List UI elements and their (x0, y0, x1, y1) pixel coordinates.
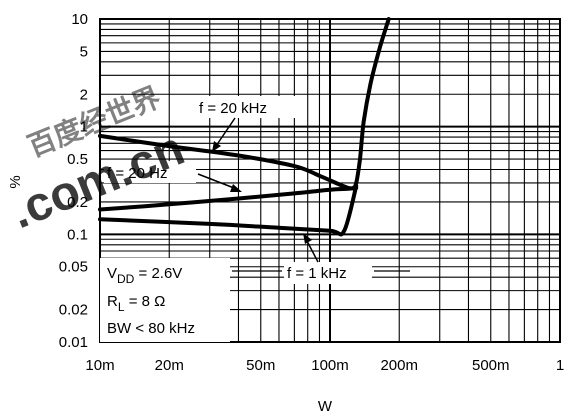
y-tick-label: 0.5 (67, 151, 88, 168)
x-tick-label: 200m (380, 357, 418, 374)
label-20khz: f = 20 kHz (196, 96, 300, 152)
y-tick-label: 0.05 (59, 259, 88, 276)
grid (99, 18, 561, 343)
curve-20hz (98, 185, 359, 212)
label-1khz: f = 1 kHz (232, 233, 410, 284)
label-20hz-text: f = 20 Hz (107, 165, 167, 182)
y-tick-label: 0.01 (59, 334, 88, 351)
x-axis-label: W (318, 398, 333, 415)
y-tick-label: 0.1 (67, 226, 88, 243)
condition-bw: BW < 80 kHz (107, 320, 195, 337)
x-tick-label: 10m (85, 357, 114, 374)
y-tick-label: 0.2 (67, 194, 88, 211)
condition-rl: RL = 8 Ω (107, 293, 165, 314)
x-tick-label: 1 (556, 357, 564, 374)
y-tick-label: 10 (71, 11, 88, 28)
curve-1khz (98, 184, 359, 237)
y-axis-label: % (7, 175, 24, 188)
curves (98, 17, 391, 237)
conditions-box: VDD = 2.6V RL = 8 Ω BW < 80 kHz (100, 258, 230, 342)
condition-vdd: VDD = 2.6V (107, 265, 182, 286)
y-tick-label: 2 (80, 86, 88, 103)
label-1khz-text: f = 1 kHz (287, 265, 347, 282)
y-tick-label: 0.02 (59, 302, 88, 319)
x-tick-label: 50m (246, 357, 275, 374)
label-20khz-text: f = 20 kHz (199, 100, 267, 117)
label-20hz: f = 20 Hz (104, 161, 242, 192)
y-tick-label: 1 (80, 119, 88, 136)
x-tick-label: 500m (472, 357, 510, 374)
watermark: 百度经世界 .com.cn (4, 81, 192, 240)
x-tick-label: 20m (155, 357, 184, 374)
y-tick-label: 5 (80, 43, 88, 60)
x-tick-label: 100m (311, 357, 349, 374)
plot-frame (99, 18, 561, 343)
tick-labels: 10m 20m 50m 100m 200m 500m 1 0.01 0.02 0.05 0.1 0.2… (59, 11, 564, 374)
